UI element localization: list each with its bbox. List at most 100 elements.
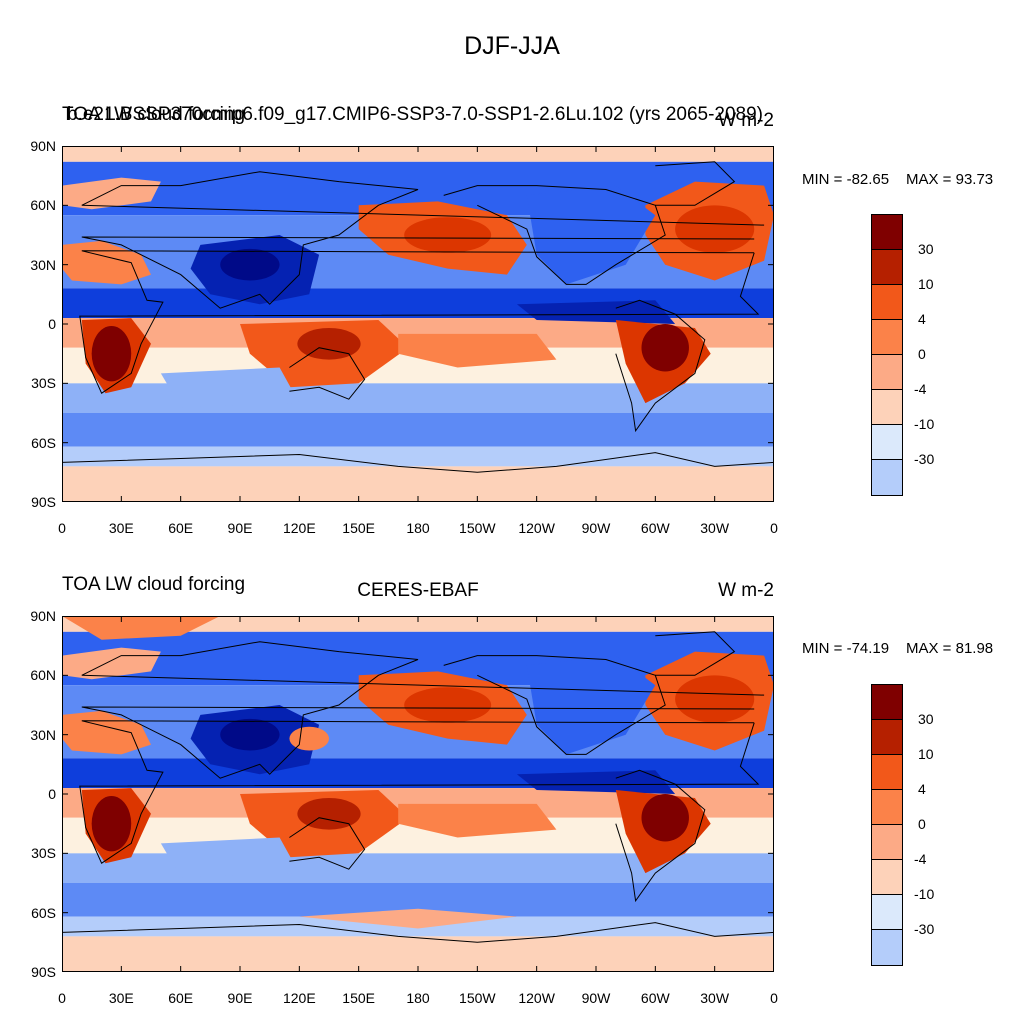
lat-label: 30N xyxy=(30,256,56,273)
north-pacific-core xyxy=(404,217,492,253)
map-field-obs xyxy=(62,616,774,972)
lon-label: 150E xyxy=(342,520,375,536)
spcz-warm xyxy=(398,803,557,838)
colorbar-box xyxy=(872,825,902,860)
colorbar-label: 4 xyxy=(918,781,926,797)
lat-label: 90N xyxy=(30,608,56,624)
africa-core xyxy=(91,325,132,382)
coastline xyxy=(81,641,765,779)
maritime-core xyxy=(297,327,361,360)
amazon-core xyxy=(641,794,689,842)
coastline xyxy=(615,769,706,903)
panel-left-title: TOA LW cloud forcing xyxy=(62,574,246,595)
south-indian-blue xyxy=(160,367,300,408)
east-asia-warm xyxy=(289,726,329,751)
africa-core xyxy=(91,795,132,852)
lat-label: 0 xyxy=(48,316,56,332)
colorbar-label: 0 xyxy=(918,816,926,832)
amazon-core xyxy=(641,324,689,372)
band-southern-ocean xyxy=(62,413,774,447)
coastline xyxy=(655,631,736,676)
tibet-core xyxy=(220,248,280,281)
panel-left-title: TOA LW cloud forcing xyxy=(62,104,246,125)
lon-label: 120E xyxy=(282,990,316,1006)
spcz-warm xyxy=(398,333,557,368)
lon-label: 180 xyxy=(406,990,430,1006)
lon-label: 120W xyxy=(518,990,555,1006)
colorbar-box xyxy=(872,425,902,460)
lat-label: 90S xyxy=(31,964,56,980)
min-value: MIN = -82.65 xyxy=(802,171,890,188)
colorbar-label: 30 xyxy=(918,711,934,727)
lon-label: 60W xyxy=(640,520,670,536)
north-atlantic-core xyxy=(675,205,755,253)
max-value: MAX = 81.98 xyxy=(906,640,994,657)
coastline xyxy=(79,250,760,394)
coastline xyxy=(443,655,666,755)
lat-label: 30S xyxy=(31,845,56,862)
colorbar-box xyxy=(872,685,902,720)
colorbar-box xyxy=(872,215,902,250)
lon-label: 90W xyxy=(581,990,611,1006)
colorbar-box xyxy=(872,930,902,965)
panel-units: W m-2 xyxy=(718,580,774,601)
band-north-trop xyxy=(62,288,774,319)
trop-deep-band xyxy=(516,770,676,794)
colorbar-box xyxy=(872,250,902,285)
south-indian-blue xyxy=(160,837,300,878)
lat-label: 60S xyxy=(31,904,56,921)
lat-label: 90N xyxy=(30,138,56,154)
panel-case-title: CERES-EBAF xyxy=(357,580,479,601)
lon-label: 30W xyxy=(700,520,730,536)
lon-label: 0 xyxy=(58,990,66,1006)
lat-label: 60S xyxy=(31,434,56,451)
colorbar-label: -10 xyxy=(914,416,935,432)
lon-label: 60W xyxy=(640,990,670,1006)
lon-label: 30E xyxy=(108,990,134,1006)
lat-label: 0 xyxy=(48,786,56,802)
coastline xyxy=(62,452,774,473)
colorbar-label: 10 xyxy=(918,276,934,292)
north-pacific-core xyxy=(404,687,492,723)
panel-case-title: b.e21.BSSP370cmip6.f09_g17.CMIP6-SSP3-7.… xyxy=(66,104,764,125)
southern-warm-patches xyxy=(299,908,517,929)
lon-label: 90E xyxy=(227,520,253,536)
lon-label: 30E xyxy=(108,520,134,536)
colorbar-box xyxy=(872,895,902,930)
lon-label: 0 xyxy=(770,990,778,1006)
tibet-core xyxy=(220,718,280,751)
colorbar-box xyxy=(872,755,902,790)
colorbar-label: -4 xyxy=(914,381,927,397)
colorbar-label: -30 xyxy=(914,921,935,937)
colorbar-box xyxy=(872,390,902,425)
colorbar-label: -4 xyxy=(914,851,927,867)
min-value: MIN = -74.19 xyxy=(802,640,890,657)
lon-label: 120E xyxy=(282,520,316,536)
colorbar-box xyxy=(872,860,902,895)
coastline xyxy=(615,299,706,433)
lat-label: 60N xyxy=(30,197,56,214)
colorbar xyxy=(871,684,903,966)
colorbar-box xyxy=(872,355,902,390)
lat-label: 30S xyxy=(31,375,56,392)
coastline xyxy=(289,347,366,400)
map-field-model xyxy=(62,146,774,502)
colorbar-box xyxy=(872,720,902,755)
lon-label: 90E xyxy=(227,990,253,1006)
lon-label: 150E xyxy=(342,990,375,1006)
colorbar-label: 0 xyxy=(918,346,926,362)
colorbar-box xyxy=(872,285,902,320)
maritime-core xyxy=(297,797,361,830)
colorbar-label: -30 xyxy=(914,451,935,467)
colorbar xyxy=(871,214,903,496)
band-north-trop xyxy=(62,758,774,789)
coastline xyxy=(79,720,760,864)
figure-title: DJF-JJA xyxy=(464,32,560,60)
colorbar-label: 4 xyxy=(918,311,926,327)
lat-label: 90S xyxy=(31,494,56,510)
coastline xyxy=(62,922,774,943)
band-antarctic-edge xyxy=(62,446,774,467)
coastline xyxy=(655,161,736,206)
lon-label: 180 xyxy=(406,520,430,536)
lon-label: 0 xyxy=(770,520,778,536)
